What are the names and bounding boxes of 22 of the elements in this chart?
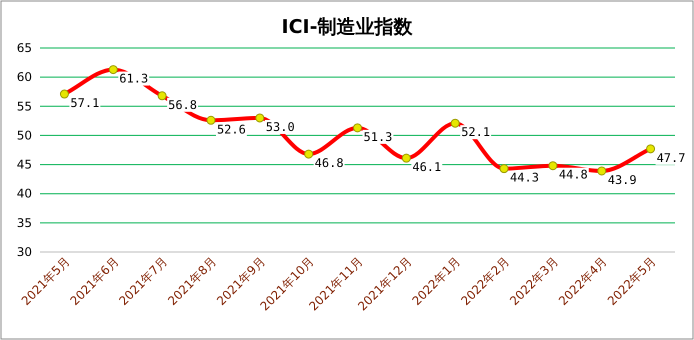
data-label: 57.1 <box>70 96 100 110</box>
data-label: 43.9 <box>608 172 637 187</box>
data-label: 44.3 <box>510 170 539 185</box>
data-label: 61.3 <box>119 72 148 86</box>
y-tick-label: 40 <box>16 186 32 201</box>
y-tick-label: 30 <box>16 245 32 259</box>
data-label: 52.6 <box>216 122 246 136</box>
y-tick-label: 35 <box>16 216 32 230</box>
data-label: 47.7 <box>656 150 686 165</box>
data-label: 44.8 <box>558 168 588 182</box>
y-tick-label: 55 <box>16 99 32 114</box>
data-label: 53.0 <box>266 120 295 134</box>
data-label: 46.1 <box>412 160 442 174</box>
data-label: 56.8 <box>168 98 198 112</box>
y-tick-label: 60 <box>16 70 32 84</box>
chart-title: ICI-制造业指数 <box>282 16 414 38</box>
data-label: 46.8 <box>314 156 344 170</box>
data-label: 52.1 <box>461 125 490 140</box>
y-tick-label: 45 <box>16 158 32 172</box>
data-label: 51.3 <box>364 130 392 144</box>
y-tick-label: 50 <box>16 128 32 142</box>
y-tick-label: 65 <box>16 41 32 55</box>
